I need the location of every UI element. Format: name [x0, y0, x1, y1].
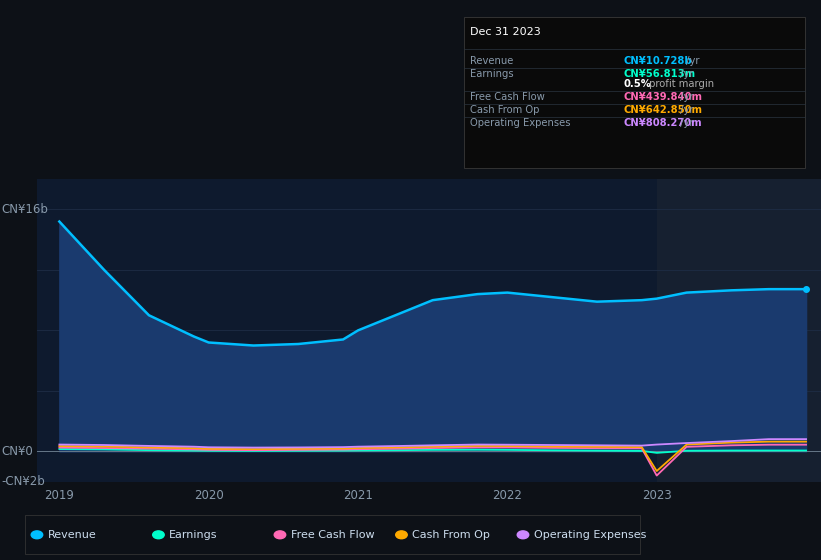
Text: 2021: 2021 — [343, 489, 373, 502]
Text: Revenue: Revenue — [470, 56, 514, 66]
Text: CN¥642.850m: CN¥642.850m — [624, 105, 703, 115]
Text: 0.5%: 0.5% — [624, 79, 652, 89]
Text: Revenue: Revenue — [48, 530, 96, 540]
Text: 2022: 2022 — [493, 489, 522, 502]
Text: CN¥0: CN¥0 — [2, 445, 34, 458]
Text: Free Cash Flow: Free Cash Flow — [291, 530, 374, 540]
Text: Operating Expenses: Operating Expenses — [470, 118, 571, 128]
Text: CN¥808.270m: CN¥808.270m — [624, 118, 703, 128]
Text: CN¥16b: CN¥16b — [2, 203, 48, 216]
Text: -CN¥2b: -CN¥2b — [2, 475, 45, 488]
Text: CN¥439.840m: CN¥439.840m — [624, 92, 703, 102]
Text: /yr: /yr — [677, 69, 694, 79]
Text: Cash From Op: Cash From Op — [412, 530, 490, 540]
Bar — [657, 179, 821, 482]
Text: /yr: /yr — [677, 118, 694, 128]
Text: profit margin: profit margin — [646, 79, 714, 89]
Text: Cash From Op: Cash From Op — [470, 105, 540, 115]
Text: /yr: /yr — [677, 105, 694, 115]
Text: /yr: /yr — [677, 92, 694, 102]
Text: CN¥56.813m: CN¥56.813m — [624, 69, 696, 79]
Text: Free Cash Flow: Free Cash Flow — [470, 92, 545, 102]
Text: Dec 31 2023: Dec 31 2023 — [470, 27, 541, 38]
Text: CN¥10.728b: CN¥10.728b — [624, 56, 693, 66]
Text: 2023: 2023 — [642, 489, 672, 502]
Text: 2020: 2020 — [194, 489, 223, 502]
Text: Earnings: Earnings — [470, 69, 514, 79]
Text: Operating Expenses: Operating Expenses — [534, 530, 646, 540]
Text: /yr: /yr — [683, 56, 699, 66]
Text: 2019: 2019 — [44, 489, 74, 502]
Text: Earnings: Earnings — [169, 530, 218, 540]
